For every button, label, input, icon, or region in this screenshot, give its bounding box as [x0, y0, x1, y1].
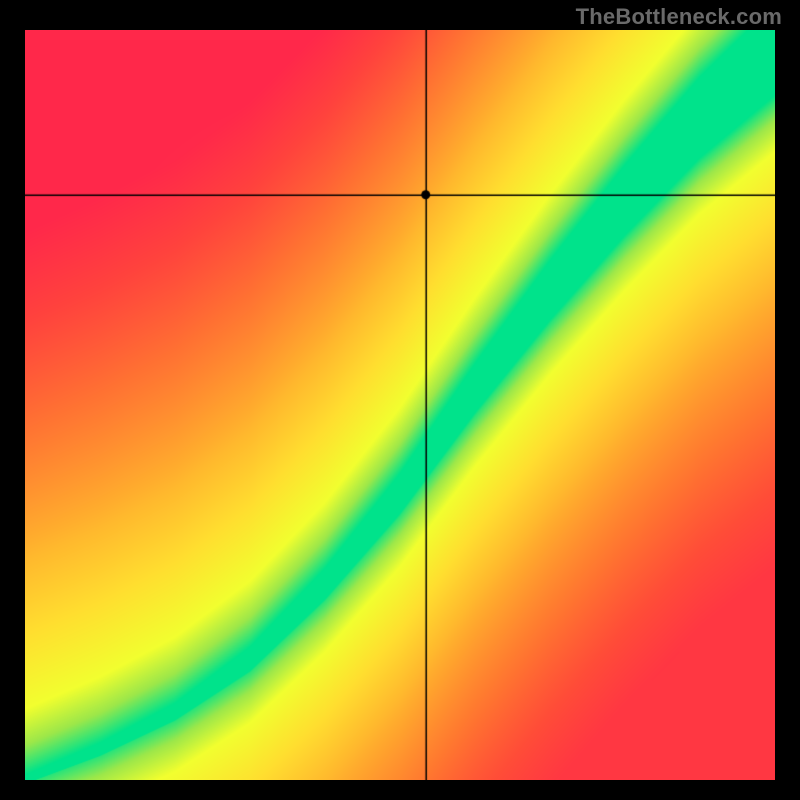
chart-container: TheBottleneck.com: [0, 0, 800, 800]
bottleneck-heatmap: [25, 30, 775, 780]
watermark-text: TheBottleneck.com: [576, 4, 782, 30]
